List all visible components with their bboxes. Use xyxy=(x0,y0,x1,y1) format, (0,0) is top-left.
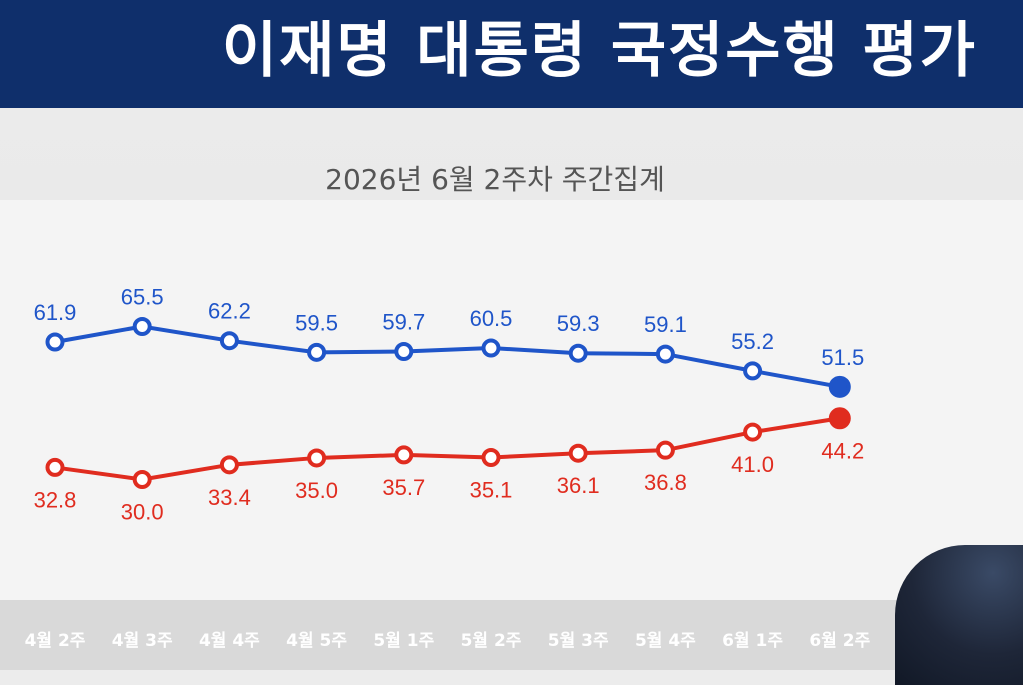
series-0-point xyxy=(394,341,414,361)
x-axis-band xyxy=(0,600,1023,670)
series-1-point xyxy=(743,422,763,442)
series-0-data-label: 55.2 xyxy=(731,329,774,354)
presenter-figure xyxy=(895,545,1023,685)
series-0-point xyxy=(481,338,501,358)
series-0-data-label: 62.2 xyxy=(208,299,251,324)
series-1-point xyxy=(132,469,152,489)
series-1-point xyxy=(568,443,588,463)
series-0-point xyxy=(568,343,588,363)
series-1-data-label: 35.1 xyxy=(470,478,513,503)
series-0-point xyxy=(743,361,763,381)
x-tick-label: 4월 3주 xyxy=(112,631,173,651)
header-bar: 이재명 대통령 국정수행 평가 xyxy=(0,0,1023,108)
series-1-line xyxy=(54,416,841,482)
x-tick-label: 4월 2주 xyxy=(25,631,86,651)
series-0-data-label: 59.1 xyxy=(644,312,687,337)
series-0-data-label: 59.5 xyxy=(295,310,338,335)
series-0-point xyxy=(828,375,851,398)
series-1-data-label: 32.8 xyxy=(34,487,77,512)
series-1-point xyxy=(394,445,414,465)
line-chart: 61.9 65.5 62.2 59.5 59.7 60.5 59.3 59.1 55.2 51.5… xyxy=(25,284,871,651)
x-tick-label: 5월 4주 xyxy=(635,631,696,651)
page-title: 이재명 대통령 국정수행 평가 xyxy=(221,16,977,86)
x-tick-label: 6월 2주 xyxy=(809,631,870,651)
series-0-point xyxy=(132,316,152,336)
series-1-point xyxy=(307,448,327,468)
series-0-point xyxy=(45,332,65,352)
series-1-data-label: 36.8 xyxy=(644,470,687,495)
x-tick-label: 5월 1주 xyxy=(373,631,434,651)
series-1-data-label: 33.4 xyxy=(208,485,251,510)
plot-area xyxy=(0,200,1023,600)
x-tick-label: 5월 2주 xyxy=(461,631,522,651)
series-0-data-label: 61.9 xyxy=(34,300,77,325)
series-0-data-label: 65.5 xyxy=(121,284,164,309)
x-tick-label: 4월 5주 xyxy=(286,631,347,651)
series-1-data-label: 35.0 xyxy=(295,478,338,503)
chart-subtitle: 2026년 6월 2주차 주간집계 xyxy=(325,163,665,196)
series-1-point xyxy=(45,457,65,477)
x-tick-label: 5월 3주 xyxy=(548,631,609,651)
series-0-point xyxy=(219,331,239,351)
series-0-point xyxy=(655,344,675,364)
series-1-data-label: 30.0 xyxy=(121,499,164,524)
series-1-point xyxy=(828,407,851,430)
series-1-data-label: 44.2 xyxy=(821,438,864,463)
series-0-data-label: 51.5 xyxy=(821,345,864,370)
series-1-data-label: 36.1 xyxy=(557,473,600,498)
series-0-line xyxy=(54,324,841,389)
series-0-point xyxy=(307,342,327,362)
series-0-data-label: 60.5 xyxy=(470,306,513,331)
series-1-data-label: 35.7 xyxy=(382,475,425,500)
series-0-data-label: 59.3 xyxy=(557,311,600,336)
series-1-point xyxy=(655,440,675,460)
x-tick-label: 4월 4주 xyxy=(199,631,260,651)
x-tick-label: 6월 1주 xyxy=(722,631,783,651)
series-1-data-label: 41.0 xyxy=(731,452,774,477)
series-1-point xyxy=(481,448,501,468)
series-1-point xyxy=(219,455,239,475)
series-0-data-label: 59.7 xyxy=(382,309,425,334)
